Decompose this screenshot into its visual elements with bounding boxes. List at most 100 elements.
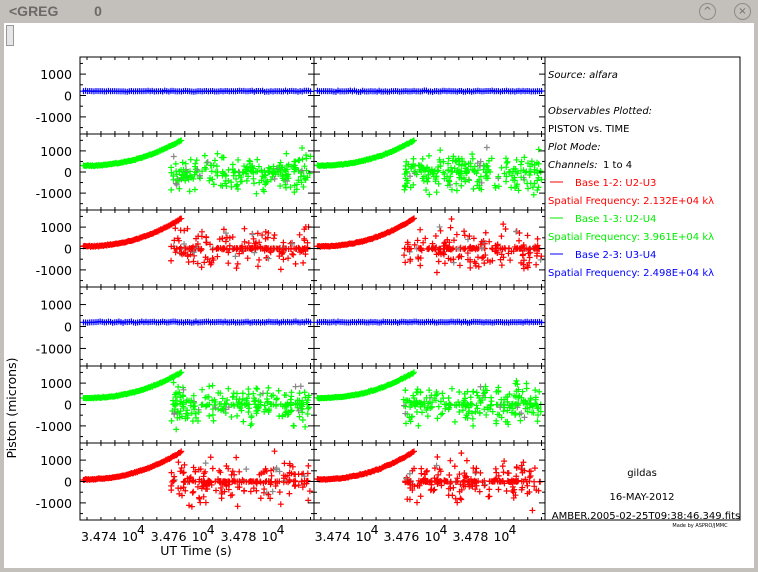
data-point — [212, 487, 219, 494]
data-point — [239, 395, 246, 402]
data-point — [253, 385, 260, 392]
data-point — [270, 169, 277, 176]
data-point — [184, 253, 191, 260]
data-point — [299, 156, 306, 163]
data-point — [265, 491, 272, 498]
data-point — [262, 465, 269, 472]
data-point — [531, 465, 538, 472]
y-tick-label: -1000 — [36, 186, 72, 201]
data-point — [445, 492, 452, 499]
data-point — [445, 166, 452, 173]
data-point — [267, 401, 274, 408]
data-point — [453, 231, 460, 238]
data-point — [495, 384, 502, 391]
data-point — [504, 158, 511, 165]
data-point — [417, 226, 424, 233]
data-point — [305, 462, 312, 469]
data-point — [296, 413, 303, 420]
data-point — [298, 167, 305, 174]
data-point — [520, 257, 527, 264]
data-point — [424, 467, 431, 474]
data-point — [476, 488, 483, 495]
data-point — [514, 181, 521, 188]
close-icon[interactable]: × — [734, 3, 751, 20]
data-point — [233, 265, 240, 272]
data-point — [464, 478, 471, 485]
data-point — [220, 246, 227, 253]
data-point — [192, 163, 199, 170]
data-point — [528, 158, 535, 165]
data-point — [441, 260, 448, 267]
data-point — [413, 408, 420, 415]
data-point — [426, 152, 433, 159]
data-point — [453, 180, 460, 187]
data-point — [254, 263, 261, 270]
data-point — [535, 184, 542, 191]
data-point — [407, 485, 414, 492]
data-point — [271, 245, 278, 252]
data-point — [222, 173, 229, 180]
data-point — [520, 459, 527, 466]
data-point — [517, 245, 524, 252]
data-point — [490, 478, 497, 485]
data-point — [245, 386, 252, 393]
data-point — [235, 399, 242, 406]
data-point — [186, 188, 193, 195]
data-point — [267, 248, 274, 255]
data-point — [240, 478, 247, 485]
data-point — [299, 484, 306, 491]
data-point — [467, 258, 474, 265]
data-point — [179, 159, 186, 166]
data-point — [201, 259, 208, 266]
data-point — [206, 401, 213, 408]
data-point — [291, 483, 298, 490]
data-point — [534, 418, 541, 425]
data-point — [190, 403, 197, 410]
data-point — [423, 165, 430, 172]
data-point — [225, 166, 232, 173]
chevron-up-icon[interactable]: ^ — [699, 3, 716, 20]
data-point — [446, 239, 453, 246]
data-point — [288, 163, 295, 170]
data-point — [234, 503, 241, 510]
data-point — [438, 482, 445, 489]
y-tick-label: -1000 — [36, 496, 72, 511]
data-point — [403, 397, 410, 404]
data-point — [521, 467, 528, 474]
data-point — [286, 460, 293, 467]
data-point — [436, 245, 443, 252]
y-tick-label: 1000 — [40, 376, 72, 391]
data-point — [474, 254, 481, 261]
data-point — [173, 181, 180, 188]
data-point — [463, 457, 470, 464]
data-point — [417, 478, 424, 485]
toolbar-handle[interactable] — [6, 25, 14, 46]
data-point — [401, 186, 408, 193]
data-point — [246, 405, 253, 412]
x-tick-exponent: 4 — [137, 522, 145, 537]
y-tick-label: 0 — [64, 165, 72, 180]
legend-spatial-frequency: Spatial Frequency: 3.961E+04 kλ — [548, 232, 714, 243]
data-point — [458, 486, 465, 493]
data-point — [510, 166, 517, 173]
data-point — [253, 404, 260, 411]
data-point — [304, 470, 311, 477]
data-point — [455, 254, 462, 261]
x-tick-label: 3.478 — [221, 529, 257, 544]
data-point — [307, 319, 314, 326]
x-tick-exponent: 4 — [440, 522, 448, 537]
data-point — [179, 251, 186, 258]
data-point — [473, 389, 480, 396]
data-point — [186, 502, 193, 509]
data-point — [520, 251, 527, 258]
data-point — [230, 401, 237, 408]
data-point — [436, 466, 443, 473]
data-point — [418, 465, 425, 472]
data-point — [245, 409, 252, 416]
data-point — [178, 464, 185, 471]
data-point — [524, 482, 531, 489]
data-point — [241, 225, 248, 232]
data-point — [190, 477, 197, 484]
data-point — [503, 178, 510, 185]
